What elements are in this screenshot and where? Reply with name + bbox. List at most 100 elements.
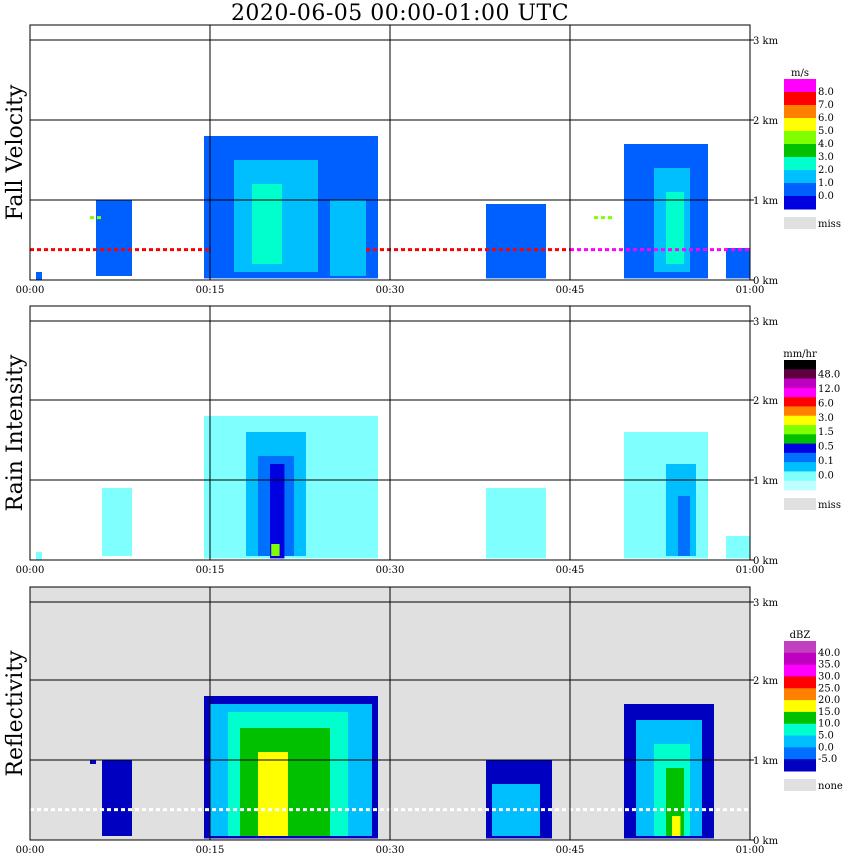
x-tick-label: 01:00 xyxy=(736,845,765,856)
echo-cell xyxy=(36,272,42,280)
echo-cell xyxy=(726,536,750,559)
plot-frame xyxy=(29,24,751,281)
echo-cell xyxy=(270,464,285,559)
colorbar-swatch xyxy=(784,397,816,407)
y-tick-label: 0 km xyxy=(753,556,779,567)
colorbar-swatch xyxy=(784,443,816,454)
x-tick-label: 00:30 xyxy=(376,285,405,296)
x-tick-label: 01:00 xyxy=(736,565,765,576)
y-tick-label: 3 km xyxy=(753,36,779,47)
colorbar-unit: mm/hr xyxy=(783,349,817,360)
y-tick-label: 2 km xyxy=(753,396,779,407)
colorbar-label: 15.0 xyxy=(818,707,840,718)
x-tick-label: 00:45 xyxy=(556,845,585,856)
colorbar-label: 0.0 xyxy=(818,742,834,753)
y-tick-label: 1 km xyxy=(753,756,779,767)
colorbar-missing-swatch xyxy=(784,498,816,510)
colorbar-label: 6.0 xyxy=(818,398,834,409)
colorbar-swatch xyxy=(784,415,816,426)
colorbar-swatch xyxy=(784,360,816,370)
x-tick-label: 01:00 xyxy=(736,285,765,296)
colorbar-swatch xyxy=(784,735,816,748)
colorbar-label: 0.0 xyxy=(818,471,834,482)
colorbar-label: 8.0 xyxy=(818,87,834,98)
colorbar-missing-label: none xyxy=(818,781,843,792)
colorbar-swatch xyxy=(784,196,816,210)
colorbar-swatch xyxy=(784,369,816,380)
colorbar-label: 12.0 xyxy=(818,384,840,395)
colorbar-label: 3.0 xyxy=(818,413,834,424)
colorbar-swatch xyxy=(784,144,816,158)
echo-cell xyxy=(90,760,96,764)
colorbar-missing-label: miss xyxy=(818,219,841,230)
colorbar-swatch xyxy=(784,676,816,689)
echo-cell xyxy=(486,204,546,279)
echo-cell xyxy=(102,760,132,836)
echo-cell xyxy=(271,544,280,556)
chart-title: 2020-06-05 00:00-01:00 UTC xyxy=(230,1,570,26)
echo-cell xyxy=(726,248,750,279)
colorbar-swatch xyxy=(784,157,816,171)
colorbar-swatch xyxy=(784,183,816,197)
x-tick-label: 00:15 xyxy=(196,565,225,576)
colorbar-swatch xyxy=(784,471,816,482)
y-axis-title: Reflectivity xyxy=(3,650,28,777)
colorbar-swatch xyxy=(784,480,816,491)
x-tick-label: 00:00 xyxy=(16,845,45,856)
echo-cell xyxy=(330,200,366,276)
colorbar-label: 25.0 xyxy=(818,683,840,694)
plot-frame xyxy=(29,586,751,841)
colorbar-swatch xyxy=(784,406,816,417)
colorbar-label: -5.0 xyxy=(818,754,837,765)
colorbar-swatch xyxy=(784,652,816,666)
colorbar-unit: m/s xyxy=(791,68,809,79)
colorbar-swatch xyxy=(784,700,816,713)
colorbar-swatch xyxy=(784,452,816,463)
plot-frame xyxy=(29,305,751,561)
y-tick-label: 2 km xyxy=(753,676,779,687)
colorbar-label: 0.5 xyxy=(818,442,834,453)
echo-cell xyxy=(96,200,132,276)
colorbar-label: 0.1 xyxy=(818,456,834,467)
colorbar-swatch xyxy=(784,434,816,445)
colorbar-label: 40.0 xyxy=(818,648,840,659)
colorbar-swatch xyxy=(784,118,816,132)
echo-cell xyxy=(486,488,546,559)
colorbar-swatch xyxy=(784,759,816,772)
echo-cell xyxy=(672,816,681,836)
x-tick-label: 00:30 xyxy=(376,565,405,576)
colorbar-swatch xyxy=(784,462,816,472)
echo-cell xyxy=(666,192,684,264)
colorbar-label: 30.0 xyxy=(818,671,840,682)
y-tick-label: 3 km xyxy=(753,317,779,328)
colorbar-swatch xyxy=(784,170,816,184)
x-tick-label: 00:00 xyxy=(16,285,45,296)
colorbar-swatch xyxy=(784,425,816,435)
x-tick-label: 00:15 xyxy=(196,285,225,296)
colorbar-missing-label: miss xyxy=(818,500,841,511)
colorbar-swatch xyxy=(784,92,816,106)
y-tick-label: 1 km xyxy=(753,476,779,487)
x-tick-label: 00:45 xyxy=(556,565,585,576)
colorbar-swatch xyxy=(784,131,816,145)
echo-cell xyxy=(678,496,690,556)
colorbar-swatch xyxy=(784,378,816,389)
x-tick-label: 00:00 xyxy=(16,565,45,576)
colorbar-swatch xyxy=(784,79,816,93)
y-tick-label: 0 km xyxy=(753,836,779,847)
colorbar-label: 20.0 xyxy=(818,695,840,706)
panel-3: 0 km 1 km 2 km 3 km 00:00 00:15 00:30 00:45 01:0… xyxy=(3,586,843,856)
colorbar-label: 7.0 xyxy=(818,100,834,111)
colorbar-label: 0.0 xyxy=(818,191,834,202)
colorbar-swatch xyxy=(784,387,816,398)
y-axis-title: Rain Intensity xyxy=(3,354,28,511)
colorbar-swatch xyxy=(784,105,816,119)
colorbar-label: 48.0 xyxy=(818,369,840,380)
colorbar-unit: dBZ xyxy=(790,630,811,641)
panel-2: 0 km 1 km 2 km 3 km 00:00 00:15 00:30 00:45 01:0… xyxy=(3,305,841,576)
x-tick-label: 00:15 xyxy=(196,845,225,856)
colorbar-label: 35.0 xyxy=(818,660,840,671)
colorbar-label: 4.0 xyxy=(818,139,834,150)
echo-cell xyxy=(258,752,288,836)
